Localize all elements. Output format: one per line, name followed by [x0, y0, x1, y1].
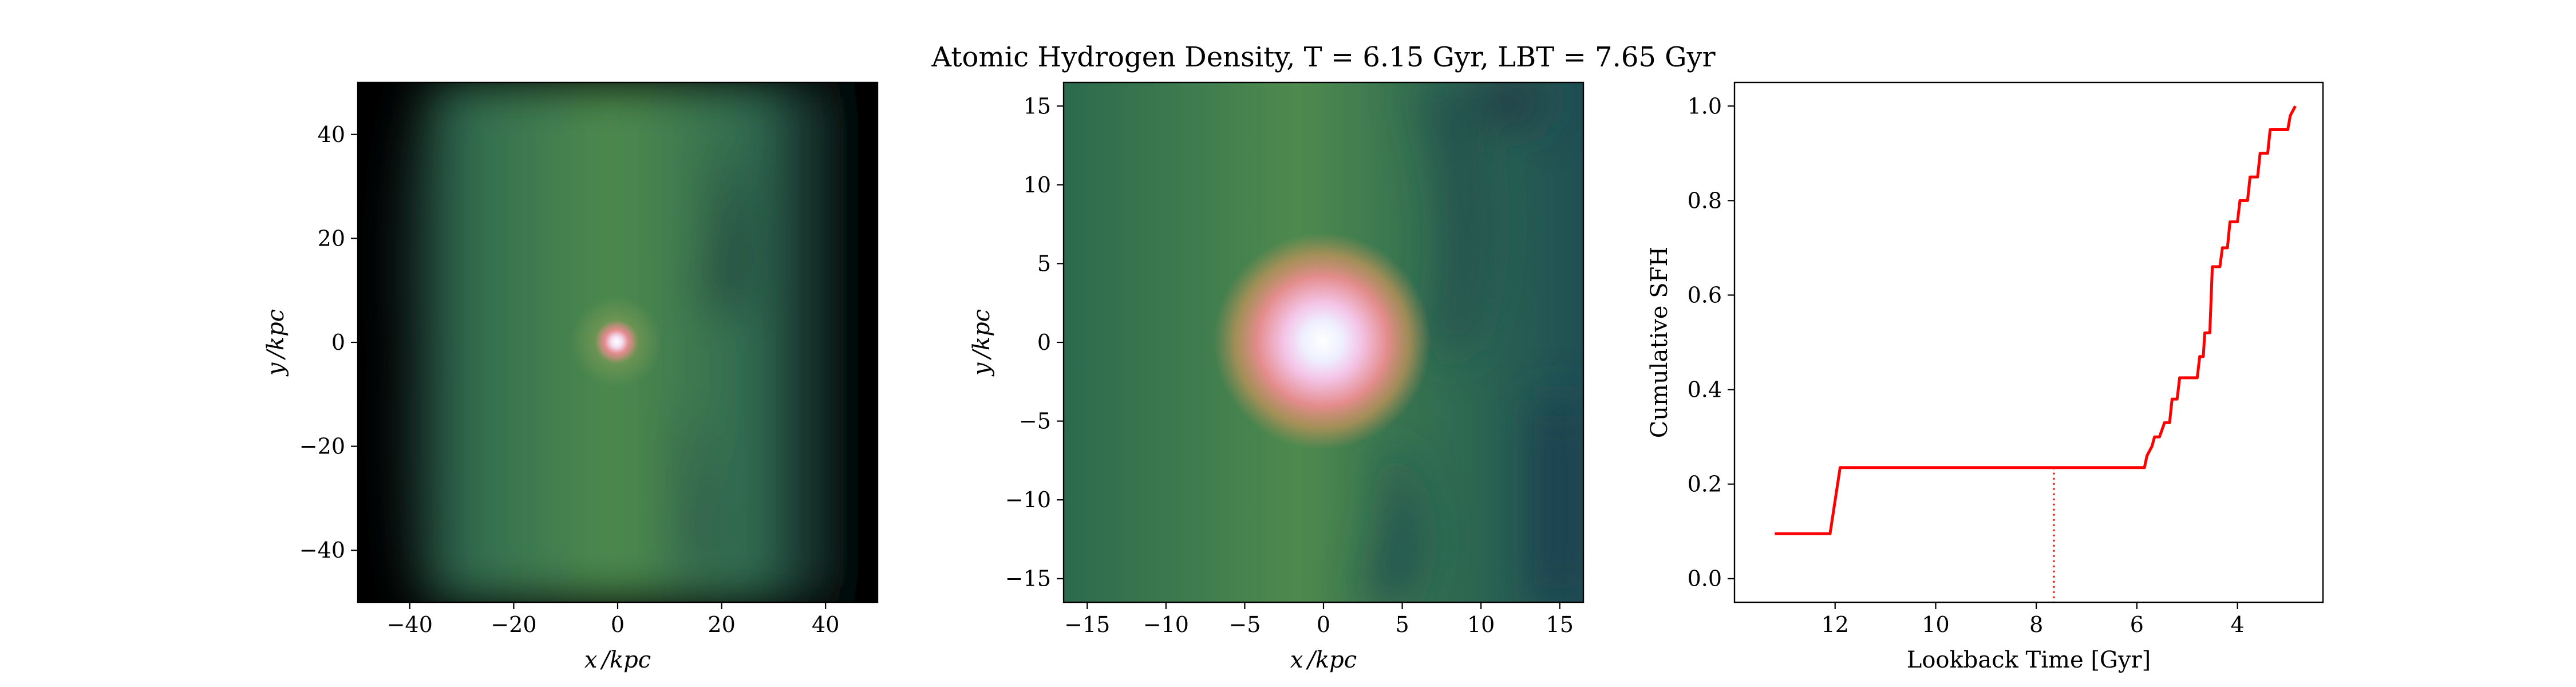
- y-tick-label: 40: [318, 122, 345, 147]
- y-tick-label: 0: [331, 330, 345, 355]
- x-tick-label: 10: [1467, 612, 1495, 637]
- y-axis-label: Cumulative SFH: [1646, 247, 1673, 439]
- panel-zoom-map: −15 −10 −5 0 5 10 15 −15 −10 −5 0 5 10 15 x /kpc y /…: [969, 81, 1585, 673]
- y-ticks: −15 −10 −5 0 5 10 15: [1005, 93, 1064, 591]
- x-axis-label: x /kpc: [584, 647, 651, 673]
- y-tick-label: 0.8: [1688, 188, 1722, 213]
- y-axis-label: y /kpc: [969, 309, 995, 377]
- x-tick-label: −5: [1228, 612, 1261, 637]
- y-axis-label: y /kpc: [263, 309, 289, 377]
- plot-area: [1775, 105, 2297, 602]
- y-tick-label: 0.2: [1688, 472, 1722, 497]
- panel-cumulative-sfh: 12 10 8 6 4 0.0 0.2 0.4 0.6 0.8 1.0 Lookback Time…: [1646, 81, 2324, 673]
- x-tick-label: −15: [1064, 612, 1110, 637]
- y-tick-label: −40: [299, 538, 345, 563]
- y-ticks: 0.0 0.2 0.4 0.6 0.8 1.0: [1688, 93, 1735, 591]
- x-tick-label: 20: [708, 612, 735, 637]
- x-tick-label: 8: [2029, 612, 2043, 637]
- y-tick-label: −15: [1005, 566, 1051, 591]
- y-tick-label: −10: [1005, 487, 1051, 512]
- x-tick-label: −10: [1143, 612, 1189, 637]
- x-axis-label: x /kpc: [1290, 647, 1357, 673]
- y-tick-label: 1.0: [1688, 93, 1722, 119]
- x-ticks: −15 −10 −5 0 5 10 15: [1064, 602, 1574, 637]
- x-tick-label: 6: [2130, 612, 2144, 637]
- y-tick-label: 20: [318, 226, 345, 251]
- y-tick-label: 0: [1037, 330, 1051, 355]
- y-tick-label: −20: [299, 434, 345, 459]
- x-tick-label: 15: [1546, 612, 1574, 637]
- figure-title: Atomic Hydrogen Density, T = 6.15 Gyr, L…: [931, 41, 1715, 73]
- heatmap-wide: [358, 82, 878, 602]
- y-tick-label: 0.4: [1688, 377, 1722, 402]
- x-ticks: 12 10 8 6 4: [1822, 602, 2245, 637]
- x-tick-label: 0: [1317, 612, 1330, 637]
- panel-wide-map: −40 −20 0 20 40 −40 −20 0 20 40 x /kpc y /kpc: [263, 81, 879, 673]
- heatmap-zoom: [1064, 82, 1583, 602]
- y-tick-label: 0.6: [1688, 282, 1722, 307]
- x-tick-label: 12: [1822, 612, 1849, 637]
- x-tick-label: 4: [2231, 612, 2245, 637]
- y-ticks: −40 −20 0 20 40: [299, 122, 358, 563]
- sfh-line: [1775, 105, 2297, 535]
- x-axis-label: Lookback Time [Gyr]: [1907, 647, 2151, 673]
- x-tick-label: 40: [812, 612, 839, 637]
- y-tick-label: −5: [1019, 409, 1051, 434]
- x-ticks: −40 −20 0 20 40: [387, 602, 839, 637]
- x-tick-label: 5: [1395, 612, 1409, 637]
- y-tick-label: 5: [1037, 251, 1051, 276]
- x-tick-label: 0: [611, 612, 625, 637]
- x-tick-label: −40: [387, 612, 433, 637]
- y-tick-label: 10: [1024, 172, 1051, 198]
- y-tick-label: 0.0: [1688, 566, 1722, 591]
- x-tick-label: −20: [491, 612, 536, 637]
- x-tick-label: 10: [1922, 612, 1949, 637]
- y-tick-label: 15: [1024, 93, 1051, 119]
